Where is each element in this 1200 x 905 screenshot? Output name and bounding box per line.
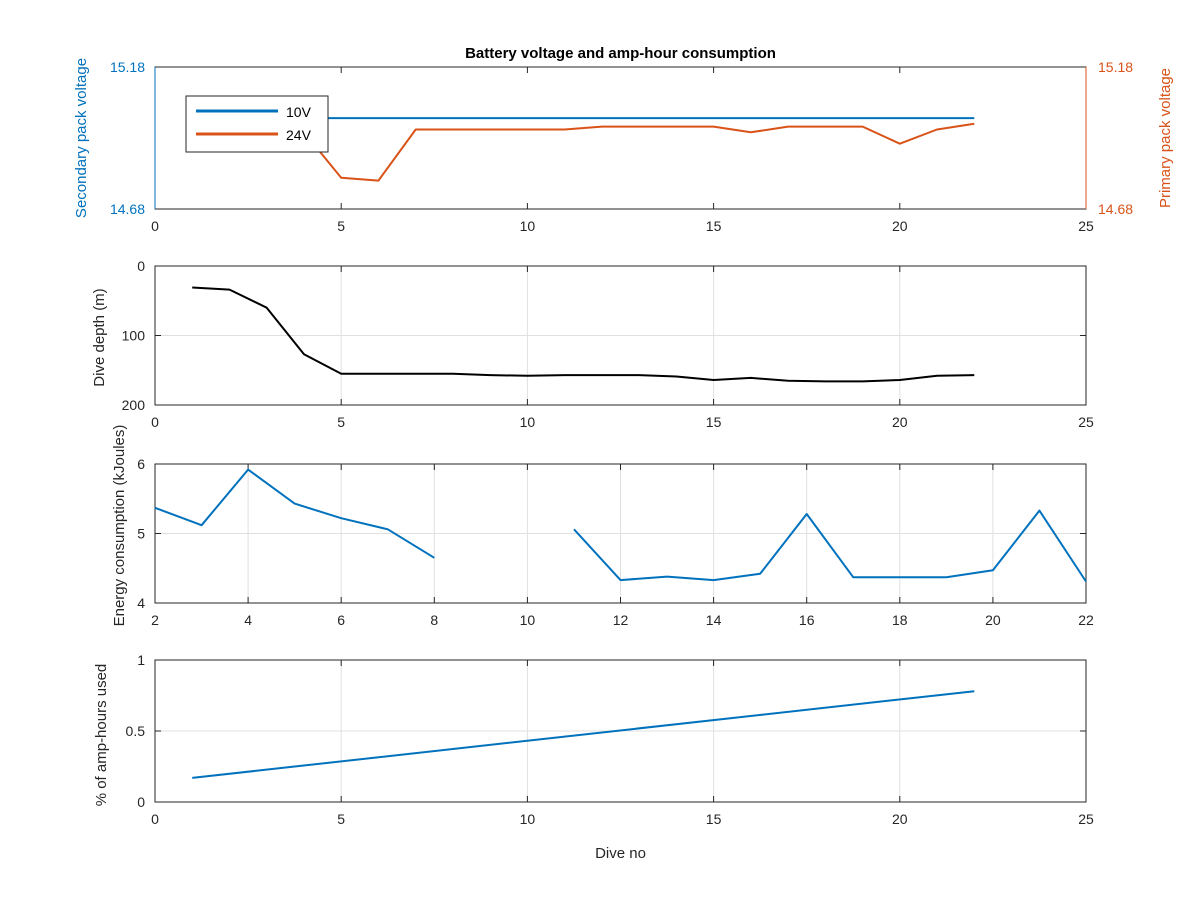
panel-2-ylabel: Energy consumption (kJoules)	[111, 425, 128, 627]
panel-2-x-tick-label: 10	[520, 612, 536, 628]
panel-0-y-tick-label: 15.18	[110, 59, 145, 75]
series-amphours-line	[192, 690, 975, 779]
series-24v-line	[303, 122, 975, 182]
panel-3-y-tick-label: 0	[137, 794, 145, 810]
series-energy-segment-2	[573, 509, 1087, 583]
series-depth-line	[192, 286, 975, 383]
panel-2-y-tick-label: 5	[137, 526, 145, 542]
panel-2-y-tick-label: 4	[137, 595, 145, 611]
legend-box	[185, 95, 329, 153]
panel-1-axes-border	[154, 265, 1087, 406]
panel-3-x-tick-label: 0	[151, 811, 159, 827]
chart-title: Battery voltage and amp-hour consumption	[465, 45, 776, 62]
panel-1-x-tick-label: 5	[337, 414, 345, 430]
panel-3-y-tick-label: 0.5	[126, 723, 146, 739]
panel-0-x-tick-label: 0	[151, 218, 159, 234]
panel-0-x-tick-label: 15	[706, 218, 722, 234]
panel-3-ylabel: % of amp-hours used	[93, 664, 110, 807]
panel-1-x-tick-label: 20	[892, 414, 908, 430]
panel-3-x-tick-label: 5	[337, 811, 345, 827]
panel-1-y-tick-label: 100	[122, 328, 146, 344]
series-energy-segment-1	[154, 468, 435, 559]
panel-2-x-tick-label: 8	[430, 612, 438, 628]
panel-0-y-tick-label: 14.68	[110, 201, 145, 217]
panel-1-ylabel: Dive depth (m)	[91, 288, 108, 386]
legend-label-10v: 10V	[286, 104, 312, 120]
panel-0-right-tick-label: 14.68	[1098, 201, 1133, 217]
panel-2-x-tick-label: 22	[1078, 612, 1094, 628]
panel-2-x-tick-label: 4	[244, 612, 252, 628]
panel-0-left-ylabel: Secondary pack voltage	[73, 58, 90, 218]
panel-2-y-tick-label: 6	[137, 456, 145, 472]
panel-0-right-ylabel: Primary pack voltage	[1157, 68, 1174, 208]
panel-3-x-tick-label: 15	[706, 811, 722, 827]
panel-3-x-tick-label: 10	[520, 811, 536, 827]
panel-3-xlabel: Dive no	[595, 845, 646, 862]
panel-3-axes-border	[154, 659, 1087, 803]
panel-2-x-tick-label: 12	[613, 612, 629, 628]
panel-0-right-tick-label: 15.18	[1098, 59, 1133, 75]
panel-0-x-tick-label: 10	[520, 218, 536, 234]
panel-3-x-tick-label: 25	[1078, 811, 1094, 827]
panel-1-y-tick-label: 200	[122, 397, 146, 413]
panel-1-y-tick-label: 0	[137, 258, 145, 274]
panel-1-x-tick-label: 0	[151, 414, 159, 430]
panel-3-y-tick-label: 1	[137, 652, 145, 668]
panel-3-x-tick-label: 20	[892, 811, 908, 827]
panel-0-x-tick-label: 20	[892, 218, 908, 234]
panel-2-x-tick-label: 14	[706, 612, 722, 628]
panel-1-x-tick-label: 10	[520, 414, 536, 430]
panel-0-x-tick-label: 25	[1078, 218, 1094, 234]
panel-2-x-tick-label: 20	[985, 612, 1001, 628]
panel-2-x-tick-label: 6	[337, 612, 345, 628]
panel-2-x-tick-label: 2	[151, 612, 159, 628]
panel-2-x-tick-label: 18	[892, 612, 908, 628]
panel-2-axes-border	[154, 463, 1087, 604]
panel-1-x-tick-label: 25	[1078, 414, 1094, 430]
panel-1-x-tick-label: 15	[706, 414, 722, 430]
legend-label-24v: 24V	[286, 127, 312, 143]
panel-0-x-tick-label: 5	[337, 218, 345, 234]
panel-2-x-tick-label: 16	[799, 612, 815, 628]
